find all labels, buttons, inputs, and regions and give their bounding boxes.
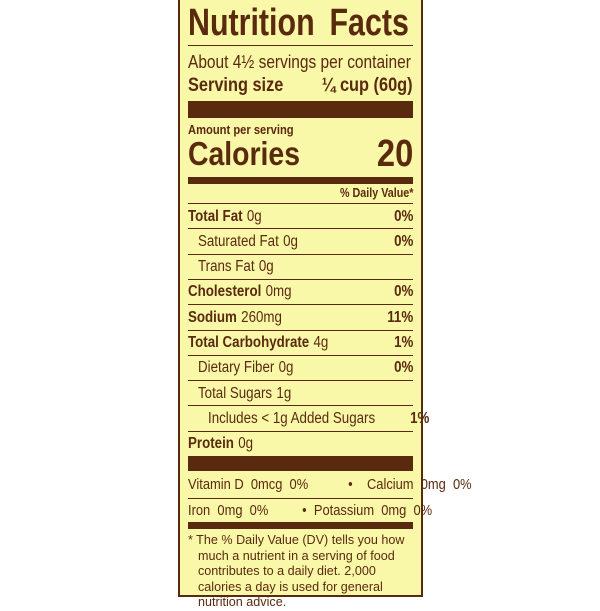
nutrient-name: Includes < 1g Added Sugars [208, 409, 376, 427]
nutrient-amount: 260mg [241, 308, 282, 326]
vitamin-d: Vitamin D 0mcg 0% [188, 476, 309, 493]
thick-divider [188, 456, 413, 471]
nutrient-row: Total Fat 0g 0% [188, 203, 413, 229]
nutrient-amount: 0g [238, 435, 254, 453]
calcium: • Calcium 0mg 0% [347, 476, 472, 493]
nutrient-daily-value: 1% [410, 409, 430, 427]
serving-size-value: ¼ cup (60g) [322, 75, 413, 96]
nutrient-amount: 0g [246, 207, 262, 225]
potassium: • Potassium 0mg 0% [302, 502, 433, 519]
divider [188, 45, 413, 46]
nutrient-name: Cholesterol [188, 283, 262, 301]
nutrient-daily-value: 0% [393, 207, 413, 225]
nutrient-row: Includes < 1g Added Sugars 1% [188, 405, 430, 431]
divider [188, 498, 413, 499]
nutrient-amount: 0g [278, 359, 294, 377]
nutrition-facts-label: Nutrition Facts About 4½ servings per co… [178, 0, 471, 609]
nutrient-daily-value: 0% [393, 232, 413, 250]
nutrient-row: Protein 0g [188, 430, 413, 457]
medium-divider [188, 177, 413, 184]
nutrient-name: Saturated Fat [198, 232, 279, 250]
nutrient-name: Total Carbohydrate [188, 334, 310, 351]
nutrient-row: Dietary Fiber 0g 0% [188, 354, 413, 381]
nutrient-name: Trans Fat [198, 258, 255, 276]
thick-divider [188, 101, 413, 118]
nutrient-name: Sodium [188, 308, 237, 326]
nutrient-amount: 4g [313, 334, 329, 351]
label-title: Nutrition Facts [188, 2, 409, 44]
calories-label: Calories [188, 135, 301, 172]
amount-per-serving: Amount per serving [188, 122, 294, 137]
daily-value-header: % Daily Value* [339, 186, 413, 200]
serving-size-label: Serving size [188, 75, 284, 96]
nutrient-row: Sodium 260mg 11% [188, 304, 413, 330]
nutrient-row: Saturated Fat 0g 0% [188, 228, 413, 254]
nutrient-amount: 0mg [265, 283, 292, 301]
nutrient-name: Dietary Fiber [198, 359, 275, 377]
nutrient-row: Total Carbohydrate 4g 1% [188, 329, 413, 356]
servings-per-container: About 4½ servings per container [188, 52, 411, 72]
calories-value: 20 [376, 132, 413, 175]
nutrient-daily-value: 1% [393, 334, 413, 351]
nutrient-row: Total Sugars 1g [188, 380, 413, 406]
nutrient-daily-value: 11% [387, 308, 413, 326]
nutrient-amount: 0g [283, 232, 298, 250]
nutrient-daily-value: 0% [393, 359, 413, 377]
nutrient-name: Protein [188, 435, 234, 453]
nutrient-amount: 0g [258, 258, 274, 276]
nutrient-amount: 1g [276, 384, 292, 402]
nutrient-name: Total Sugars [198, 384, 273, 402]
nutrient-name: Total Fat [188, 207, 243, 225]
medium-divider [188, 522, 413, 529]
footnote: * The % Daily Value (DV) tells you how m… [188, 533, 405, 609]
nutrient-daily-value: 0% [393, 283, 413, 301]
iron: Iron 0mg 0% [188, 502, 269, 519]
nutrient-row: Cholesterol 0mg 0% [188, 278, 413, 305]
nutrient-row: Trans Fat 0g [188, 253, 413, 280]
